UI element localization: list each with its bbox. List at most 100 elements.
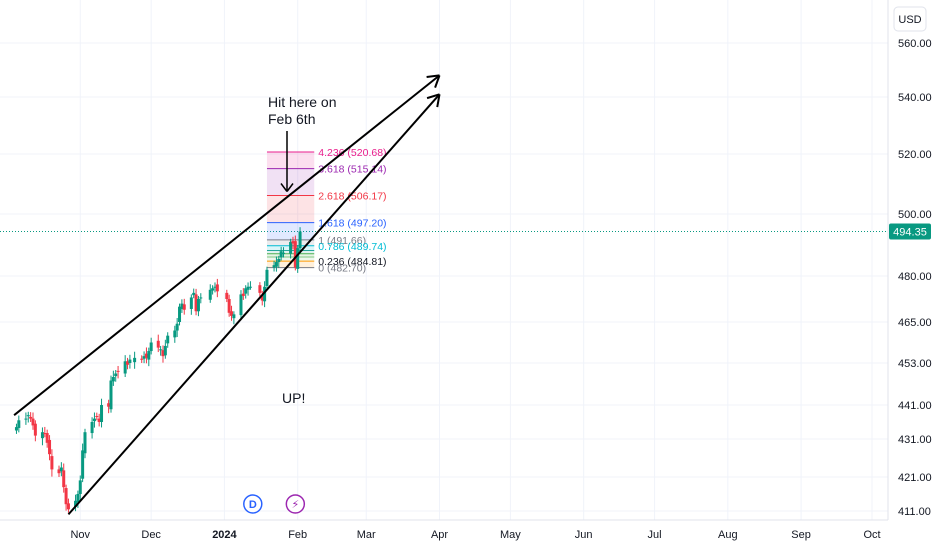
event-marker-label: D — [249, 499, 257, 511]
last-price-badge-bg — [889, 223, 931, 240]
candle-body — [241, 293, 245, 296]
fib-level-label: 0.786 (489.74) — [318, 241, 386, 253]
y-tick-label: 431.00 — [898, 434, 932, 446]
fib-band — [266, 152, 315, 169]
currency-button-label[interactable]: USD — [898, 14, 921, 26]
candle-body — [114, 373, 118, 377]
candle-body — [289, 241, 293, 254]
y-tick-label: 441.00 — [898, 400, 932, 412]
candle-body — [116, 370, 120, 372]
x-tick-label: Oct — [863, 529, 880, 541]
candle-body — [163, 345, 167, 356]
candle-body — [123, 361, 127, 374]
candle-body — [175, 323, 179, 331]
x-tick-label: Jul — [648, 529, 662, 541]
note-line-1: Hit here on — [268, 94, 336, 110]
candle-body — [74, 500, 78, 507]
candle-body — [215, 284, 219, 292]
event-markers[interactable]: D ⚡ — [243, 494, 306, 514]
note-line-2: Feb 6th — [268, 111, 315, 127]
candle-body — [14, 427, 18, 431]
candle-body — [142, 356, 146, 359]
candle-body — [213, 286, 217, 288]
trendline-arrowhead — [426, 93, 440, 100]
candle-body — [274, 262, 278, 267]
candle-body — [291, 241, 295, 244]
trendline-lower — [67, 93, 441, 516]
candle-body — [149, 342, 153, 352]
fib-band — [266, 195, 315, 223]
candle-body — [260, 295, 264, 301]
fib-level-label: 0.236 (484.81) — [318, 256, 386, 268]
candle-body — [178, 306, 182, 322]
currency-button-bg[interactable] — [893, 6, 927, 32]
candle-body — [43, 433, 47, 435]
candles — [14, 227, 302, 513]
x-tick-label: May — [500, 529, 521, 541]
candle-body — [111, 377, 115, 382]
candle-body — [180, 303, 184, 309]
candle-body — [66, 503, 70, 510]
candle-body — [225, 292, 229, 299]
candle-body — [144, 353, 148, 358]
candle-body — [59, 467, 63, 472]
x-tick-label: Aug — [718, 529, 738, 541]
trendline-arrowhead — [434, 75, 441, 88]
candle-body — [24, 418, 28, 420]
candle-body — [246, 286, 250, 290]
trendline-upper — [13, 74, 441, 416]
y-tick-label: 500.00 — [898, 209, 932, 221]
x-axis[interactable]: Nov Dec 2024 Feb Mar Apr May Jun Jul Aug Sep Oct — [0, 519, 888, 541]
candle-body — [128, 359, 132, 363]
y-tick-label: 411.00 — [898, 506, 931, 518]
candle-body — [140, 358, 144, 360]
candle-body — [90, 422, 94, 434]
candle-body — [26, 415, 30, 417]
fib-band — [266, 222, 315, 240]
note-arrow-head — [286, 183, 294, 192]
candle-body — [97, 418, 101, 422]
x-tick-label: Nov — [70, 529, 90, 541]
candle-body — [76, 494, 80, 503]
candle-body — [230, 311, 234, 316]
candle-body — [194, 294, 198, 312]
candle-body — [258, 285, 262, 293]
candle-body — [100, 405, 104, 422]
candle-body — [293, 241, 297, 268]
candle-body — [31, 418, 35, 426]
y-tick-label: 520.00 — [898, 149, 932, 161]
candle-body — [166, 335, 170, 344]
candle-body — [244, 288, 248, 294]
grid-lines — [0, 0, 888, 520]
fib-band — [266, 257, 315, 262]
fib-level-label: 1.618 (497.20) — [318, 218, 386, 230]
note-arrow-head — [280, 183, 288, 192]
candle-body — [78, 480, 82, 494]
candle-body — [107, 403, 111, 407]
fib-level-label: 1 (491.66) — [318, 235, 366, 247]
candle-body — [92, 418, 96, 422]
candle-body — [133, 357, 137, 363]
last-price-badge: 494.35 — [889, 223, 931, 240]
candle-body — [156, 340, 160, 348]
candle-body — [64, 488, 68, 505]
candle-body — [45, 433, 49, 443]
candle-body — [208, 289, 212, 300]
trendlines[interactable] — [13, 74, 441, 516]
x-tick-label: Dec — [141, 529, 161, 541]
candle-body — [189, 297, 193, 309]
candle-body — [48, 439, 52, 455]
candle-body — [57, 469, 61, 474]
annotations[interactable]: Hit here on Feb 6th UP! — [268, 94, 336, 406]
x-tick-label: Sep — [791, 529, 811, 541]
fib-level-label: 2.618 (506.17) — [318, 190, 386, 202]
x-tick-label: 2024 — [212, 529, 237, 541]
y-tick-label: 480.00 — [898, 271, 932, 283]
trendline-arrowhead — [426, 74, 440, 78]
currency-button[interactable]: USD — [893, 6, 927, 32]
y-tick-label: 465.00 — [898, 317, 932, 329]
candle-body — [211, 288, 215, 291]
y-axis[interactable]: 411.00 421.00 431.00 441.00 453.00 465.00 480.… — [887, 0, 932, 520]
